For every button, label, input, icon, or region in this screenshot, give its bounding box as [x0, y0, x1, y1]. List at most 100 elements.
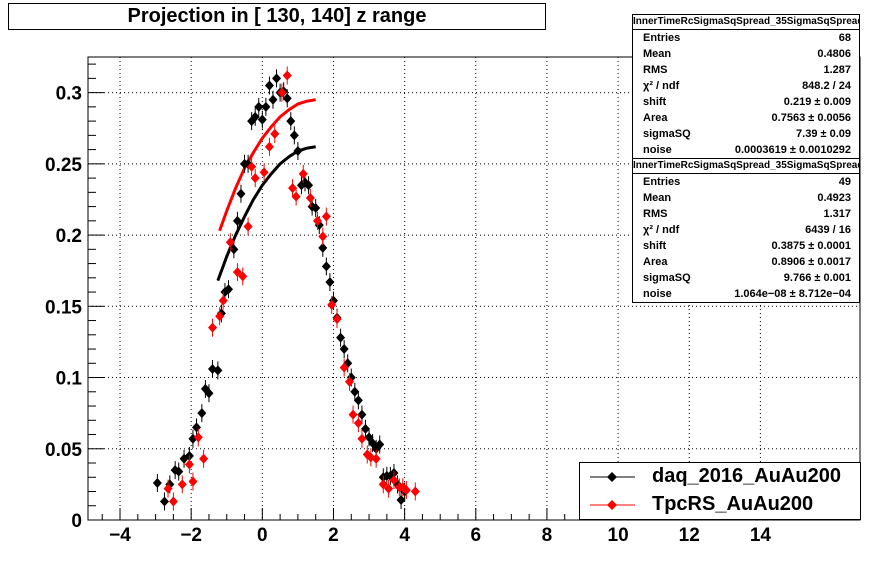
data-point [321, 211, 331, 222]
stats-header: InnerTimeRcSigmaSqSpread_35SigmaSqSpread [633, 159, 859, 174]
stats-value: 0.4806 [817, 48, 851, 60]
data-point [254, 101, 264, 112]
x-tick-label: 8 [542, 525, 553, 546]
legend-label: daq_2016_AuAu200 [652, 465, 841, 487]
plot-title-text: Projection in [ 130, 140] z range [127, 5, 427, 27]
data-point [268, 94, 278, 105]
stats-value: 7.39 ± 0.09 [796, 128, 851, 140]
data-point [225, 237, 235, 248]
data-point [357, 433, 367, 444]
data-point [272, 73, 282, 84]
data-point [327, 299, 337, 310]
stats-row: Mean 0.4923 [633, 190, 859, 206]
stats-value: 1.064e−08 ± 8.712e−04 [734, 288, 851, 300]
y-tick-label: 0.2 [56, 226, 82, 247]
stats-value: 0.219 ± 0.009 [783, 96, 851, 108]
data-point [257, 114, 267, 125]
y-tick-label: 0.3 [56, 84, 82, 105]
data-point [350, 386, 360, 397]
data-point [250, 173, 260, 184]
data-point [247, 161, 257, 172]
data-point [293, 146, 303, 157]
data-point [264, 80, 274, 91]
stats-row: Area 0.8906 ± 0.0017 [633, 254, 859, 270]
stats-label: Area [643, 256, 668, 268]
data-point [261, 101, 271, 112]
data-point [232, 267, 242, 278]
stats-row: Area 0.7563 ± 0.0056 [633, 110, 859, 126]
stats-row: Mean 0.4806 [633, 46, 859, 62]
data-point [325, 277, 335, 288]
stats-row: sigmaSQ 9.766 ± 0.001 [633, 270, 859, 286]
stats-label: Area [643, 112, 668, 124]
data-point [389, 475, 399, 486]
data-point [264, 141, 274, 152]
stats-row: RMS 1.287 [633, 62, 859, 78]
stats-label: Entries [643, 32, 681, 44]
fit-curve [218, 98, 316, 232]
data-point [199, 453, 209, 464]
legend-entry-daq: daq_2016_AuAu200 [580, 463, 860, 491]
data-point [177, 479, 187, 490]
data-point [318, 242, 328, 253]
data-point [410, 486, 420, 497]
data-point [184, 459, 194, 470]
data-point [250, 111, 260, 122]
stats-value: 49 [838, 176, 851, 188]
y-tick-label: 0.1 [56, 369, 83, 390]
data-point [229, 244, 239, 255]
axes: −4 −2 0 2 4 6 8 10 12 14 0 0.05 0.1 0.15 0.2 0.25 0.3 [45, 63, 850, 546]
stats-row: Entries 68 [633, 30, 859, 46]
legend-marker-icon [590, 500, 635, 510]
data-point [168, 496, 178, 507]
data-point [371, 453, 381, 464]
data-point [188, 476, 198, 487]
data-point [360, 423, 370, 434]
data-point [353, 395, 363, 406]
y-tick-label: 0.25 [45, 155, 82, 176]
stats-value: 0.4923 [817, 192, 851, 204]
stats-label: Mean [643, 192, 672, 204]
data-point [304, 180, 314, 191]
y-tick-label: 0.15 [45, 297, 82, 318]
data-point [208, 322, 218, 333]
stats-row: χ² / ndf 6439 / 16 [633, 222, 859, 238]
data-point [163, 483, 173, 494]
stats-label: RMS [643, 64, 668, 76]
stats-label: noise [643, 288, 672, 300]
x-tick-label: 10 [608, 525, 629, 546]
data-point [286, 116, 296, 127]
stats-label: Mean [643, 48, 672, 60]
legend-label: TpcRS_AuAu200 [652, 493, 814, 515]
data-point [396, 495, 406, 506]
data-point [289, 130, 299, 141]
data-point [312, 215, 322, 226]
stats-value: 0.0003619 ± 0.0010292 [734, 144, 851, 156]
data-point [238, 271, 248, 282]
data-points [152, 66, 420, 511]
data-point [384, 483, 394, 494]
data-point [270, 128, 280, 139]
data-point [339, 344, 349, 355]
data-point [152, 477, 162, 488]
y-tick-label: 0 [71, 511, 82, 532]
x-tick-label: −4 [109, 525, 131, 546]
stats-label: RMS [643, 208, 668, 220]
y-tick-label: 0.05 [45, 440, 82, 461]
stats-box-tpcrs: InnerTimeRcSigmaSqSpread_35SigmaSqSpread… [632, 158, 860, 303]
data-point [259, 167, 269, 178]
data-point [232, 215, 242, 226]
stats-row: shift 0.219 ± 0.009 [633, 94, 859, 110]
plot-title: Projection in [ 130, 140] z range [8, 3, 546, 30]
stats-row: shift 0.3875 ± 0.0001 [633, 238, 859, 254]
data-point [305, 193, 315, 204]
stats-label: Entries [643, 176, 681, 188]
stats-value: 6439 / 16 [805, 224, 851, 236]
data-point [375, 439, 385, 450]
stats-label: sigmaSQ [643, 128, 691, 140]
data-point [291, 191, 301, 202]
x-tick-label: 14 [750, 525, 772, 546]
data-point [332, 314, 342, 325]
data-point [298, 168, 308, 179]
data-point [243, 221, 253, 232]
